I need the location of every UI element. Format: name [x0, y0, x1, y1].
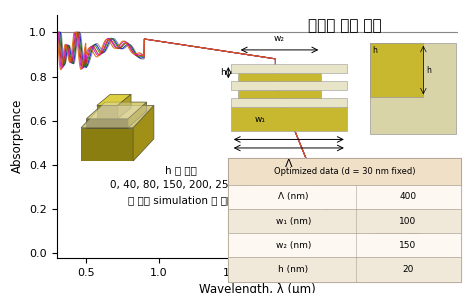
Text: h (nm): h (nm) — [278, 265, 309, 274]
Polygon shape — [97, 94, 131, 105]
Text: h: h — [426, 66, 431, 75]
Polygon shape — [86, 119, 128, 128]
Text: Optimized data (d = 30 nm fixed): Optimized data (d = 30 nm fixed) — [274, 167, 415, 176]
Y-axis label: Absorptance: Absorptance — [10, 99, 24, 173]
Polygon shape — [86, 102, 147, 119]
Text: w₁ (nm): w₁ (nm) — [276, 217, 311, 226]
Polygon shape — [128, 102, 147, 128]
Bar — [228, 185, 461, 209]
Text: w₁: w₁ — [254, 115, 265, 124]
Polygon shape — [97, 105, 118, 119]
Text: 100: 100 — [399, 217, 416, 226]
Text: h: h — [372, 46, 377, 54]
Bar — [231, 98, 347, 107]
Polygon shape — [81, 105, 154, 128]
Text: 150: 150 — [399, 241, 416, 250]
Text: 400: 400 — [399, 193, 416, 202]
Text: h: h — [220, 68, 226, 77]
Polygon shape — [81, 128, 133, 161]
Text: h 의 거리
0, 40, 80, 150, 200, 250nm
로 각각 simulation 한 결과: h 의 거리 0, 40, 80, 150, 200, 250nm 로 각각 s… — [110, 165, 252, 205]
Text: w₂: w₂ — [274, 34, 285, 43]
Bar — [228, 233, 461, 257]
Text: Λ (nm): Λ (nm) — [278, 193, 309, 202]
X-axis label: Wavelength, λ (μm): Wavelength, λ (μm) — [199, 283, 316, 293]
Bar — [231, 64, 347, 73]
Text: 변경된 적층 구조: 변경된 적층 구조 — [308, 18, 381, 33]
Polygon shape — [118, 94, 131, 119]
Bar — [370, 43, 423, 97]
Bar — [231, 81, 347, 90]
Bar — [228, 257, 461, 282]
Text: 20: 20 — [402, 265, 413, 274]
Text: w₂ (nm): w₂ (nm) — [276, 241, 311, 250]
Polygon shape — [81, 105, 154, 128]
Bar — [238, 90, 321, 98]
Bar — [238, 73, 321, 81]
Text: Λ: Λ — [285, 159, 293, 169]
Bar — [231, 107, 347, 131]
Polygon shape — [133, 105, 154, 161]
Bar — [228, 158, 461, 282]
Polygon shape — [86, 102, 147, 119]
Bar — [370, 43, 456, 134]
Bar — [228, 209, 461, 233]
Bar — [228, 158, 461, 185]
